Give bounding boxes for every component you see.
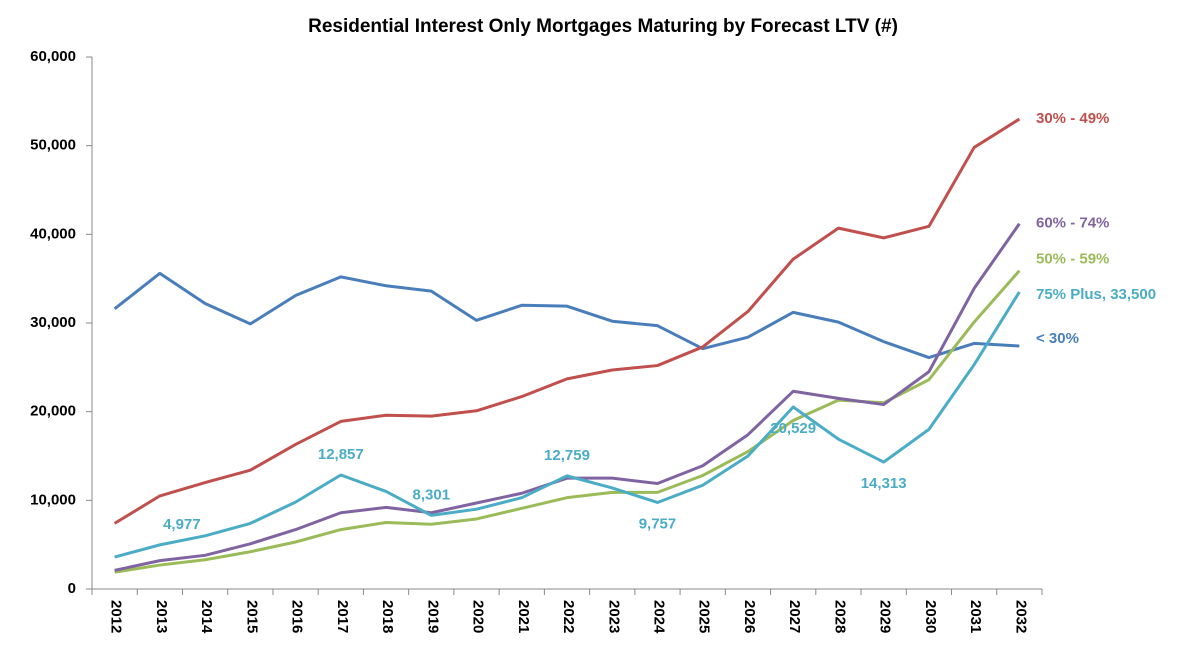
x-tick-label: 2018 xyxy=(379,600,396,633)
chart-title: Residential Interest Only Mortgages Matu… xyxy=(308,16,898,37)
data-label: 14,313 xyxy=(861,475,907,492)
y-tick-label: 50,000 xyxy=(30,137,76,154)
x-tick-label: 2017 xyxy=(334,600,351,633)
series-label: 50% - 59% xyxy=(1036,251,1109,268)
x-tick-label: 2026 xyxy=(741,600,758,633)
x-tick-label: 2024 xyxy=(651,600,668,634)
x-tick-label: 2019 xyxy=(424,600,441,633)
x-tick-label: 2016 xyxy=(289,600,306,633)
series-line xyxy=(114,291,1021,559)
y-tick-label: 40,000 xyxy=(30,225,76,242)
x-tick-label: 2013 xyxy=(153,600,170,633)
data-label: 12,857 xyxy=(318,446,364,463)
series-label: 75% Plus, 33,500 xyxy=(1036,286,1156,303)
x-tick-label: 2032 xyxy=(1012,600,1029,633)
series-line xyxy=(114,269,1021,574)
data-label: 12,759 xyxy=(544,447,590,464)
data-label: 9,757 xyxy=(639,515,677,532)
y-tick-label: 0 xyxy=(68,580,76,597)
x-tick-label: 2030 xyxy=(922,600,939,633)
x-tick-label: 2031 xyxy=(967,600,984,633)
y-tick-label: 60,000 xyxy=(30,48,76,65)
series-line xyxy=(113,117,1021,525)
x-tick-label: 2020 xyxy=(470,600,487,633)
x-tick-label: 2029 xyxy=(877,600,894,633)
x-tick-label: 2012 xyxy=(108,600,125,633)
x-tick-label: 2028 xyxy=(831,600,848,633)
x-tick-label: 2021 xyxy=(515,600,532,633)
series-label: 60% - 74% xyxy=(1036,215,1109,232)
series-line xyxy=(113,271,1020,360)
x-tick-label: 2023 xyxy=(605,600,622,633)
x-tick-label: 2014 xyxy=(198,600,215,634)
x-tick-label: 2027 xyxy=(786,600,803,633)
series-line xyxy=(114,222,1021,572)
series-label: < 30% xyxy=(1036,330,1079,347)
data-label: 8,301 xyxy=(413,486,451,503)
y-tick-label: 10,000 xyxy=(30,491,76,508)
x-tick-label: 2015 xyxy=(243,600,260,633)
x-tick-label: 2022 xyxy=(560,600,577,633)
y-tick-label: 20,000 xyxy=(30,403,76,420)
series-label: 30% - 49% xyxy=(1036,110,1109,127)
data-label: 4,977 xyxy=(163,516,201,533)
x-tick-label: 2025 xyxy=(696,600,713,633)
y-tick-label: 30,000 xyxy=(30,314,76,331)
data-label: 20,529 xyxy=(770,420,816,437)
